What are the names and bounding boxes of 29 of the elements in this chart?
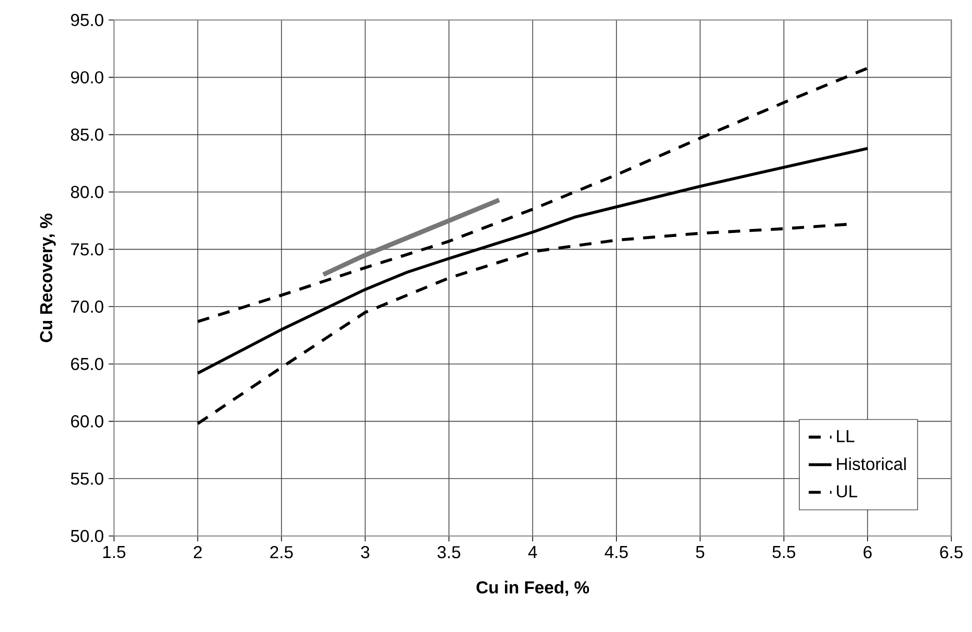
x-tick-label: 6	[864, 546, 872, 558]
x-tick-label: 2	[194, 546, 202, 558]
y-tick-label: 55.0	[70, 472, 104, 485]
y-tick-label: 90.0	[71, 71, 104, 84]
y-tick-label: 50.0	[70, 530, 104, 542]
x-tick-label: 6.5	[940, 546, 963, 558]
y-axis-title: Cu Recovery, %	[40, 214, 56, 342]
y-tick-label: 60.0	[71, 415, 104, 428]
x-tick-label: 4.5	[604, 546, 628, 558]
y-tick-label: 70.0	[71, 300, 104, 313]
x-tick-label: 3.5	[438, 546, 460, 558]
legend-label: Historical	[837, 457, 906, 470]
x-tick-label: 5.5	[772, 546, 796, 558]
x-axis-title: Cu in Feed, %	[476, 580, 590, 596]
y-tick-label: 75.0	[71, 243, 104, 256]
legend-label: LL	[837, 430, 854, 442]
y-tick-label: 65.0	[71, 358, 104, 370]
y-tick-label: 95.0	[71, 14, 104, 26]
x-tick-label: 2.5	[270, 546, 293, 558]
y-tick-label: 80.0	[70, 186, 104, 198]
line-series	[196, 146, 870, 375]
legend-label: UL	[836, 485, 858, 498]
line-series	[321, 198, 502, 277]
y-tick-label: 85.0	[70, 128, 104, 141]
x-tick-label: 4	[528, 546, 537, 558]
x-tick-label: 1.5	[103, 546, 126, 558]
x-tick-label: 3	[361, 546, 370, 558]
line-series	[196, 66, 870, 324]
x-tick-label: 5	[696, 546, 704, 558]
